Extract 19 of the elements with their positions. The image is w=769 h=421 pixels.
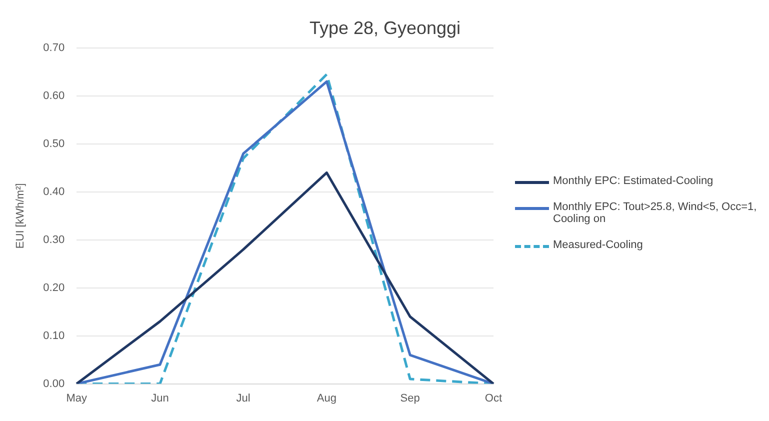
y-tick-label: 0.40 [43,186,65,198]
y-axis-title: EUI [kWh/m²] [14,183,27,249]
y-tick-label: 0.70 [43,42,65,54]
legend-label: Monthly EPC: Tout>25.8, Wind<5, Occ=1, Cooling on [553,201,758,225]
x-tick-label: Oct [484,392,502,404]
y-tick-label: 0.60 [43,90,65,102]
x-tick-label: Jul [236,392,250,404]
x-tick-label: Sep [400,392,420,404]
y-tick-label: 0.20 [43,282,65,294]
y-tick-label: 0.50 [43,138,65,150]
x-tick-label: May [66,392,88,404]
y-tick-label: 0.30 [43,234,65,246]
y-tick-label: 0.00 [43,378,65,390]
y-tick-label: 0.10 [43,330,65,342]
legend-label: Monthly EPC: Estimated-Cooling [553,175,714,187]
x-tick-label: Jun [151,392,169,404]
x-tick-label: Aug [316,392,336,404]
chart-title: Type 28, Gyeonggi [308,18,462,39]
legend-label: Measured-Cooling [553,239,643,251]
